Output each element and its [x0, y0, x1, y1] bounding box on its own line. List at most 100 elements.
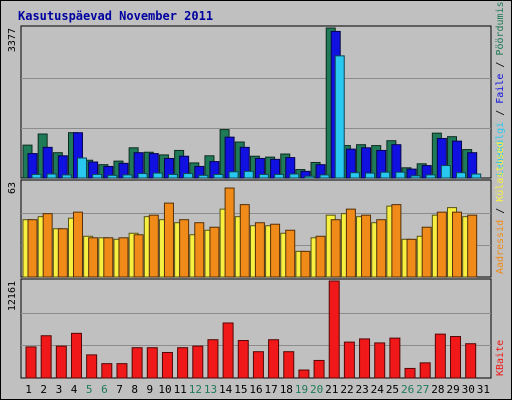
bar-top-Lehekülgi-9: [152, 172, 163, 179]
bar-top-Lehekülgi-18: [289, 173, 300, 179]
bar-middle-Aadressid-28: [436, 211, 447, 278]
bar-bottom-KBaite-2: [40, 335, 52, 379]
bar-top-Lehekülgi-14: [228, 171, 239, 179]
x-tick-label-1: 1: [25, 383, 32, 396]
bar-bottom-KBaite-5: [86, 354, 98, 379]
legend-entry-Külastused: Külastused: [495, 142, 506, 202]
x-tick-label-5: 5: [86, 383, 93, 396]
bar-bottom-KBaite-21: [328, 280, 340, 379]
x-tick-label-27: 27: [416, 383, 429, 396]
bar-bottom-KBaite-20: [313, 359, 325, 379]
legend-middle: Aadressid / Külastused: [495, 142, 506, 274]
bar-top-Lehekülgi-4: [76, 157, 87, 179]
x-tick-label-7: 7: [116, 383, 123, 396]
bar-bottom-KBaite-10: [161, 351, 173, 379]
bar-top-Lehekülgi-17: [274, 173, 285, 179]
bar-bottom-KBaite-16: [252, 351, 264, 379]
bar-bottom-KBaite-29: [450, 336, 462, 379]
bar-middle-Aadressid-2: [42, 213, 53, 278]
x-tick-label-13: 13: [204, 383, 217, 396]
bar-middle-Aadressid-27: [421, 226, 432, 278]
bar-top-Lehekülgi-24: [380, 171, 391, 179]
bar-middle-Aadressid-3: [57, 228, 68, 278]
bar-middle-Aadressid-18: [285, 229, 296, 278]
bar-middle-Aadressid-17: [270, 223, 281, 278]
bar-top-Lehekülgi-29: [456, 172, 467, 179]
bar-top-Lehekülgi-26: [410, 175, 421, 179]
bar-bottom-KBaite-12: [192, 345, 204, 379]
x-tick-label-29: 29: [446, 383, 459, 396]
bar-middle-Aadressid-4: [72, 211, 83, 278]
bar-middle-Aadressid-25: [391, 204, 402, 278]
bar-top-Lehekülgi-16: [258, 173, 269, 179]
bar-middle-Aadressid-16: [254, 222, 265, 278]
bar-top-Lehekülgi-30: [471, 173, 482, 179]
bar-top-Lehekülgi-27: [425, 174, 436, 179]
bar-top-Faile-2: [42, 146, 53, 179]
x-tick-label-4: 4: [71, 383, 78, 396]
bar-middle-Aadressid-6: [103, 237, 114, 278]
bar-bottom-KBaite-27: [419, 362, 431, 379]
bar-middle-Aadressid-23: [361, 214, 372, 278]
bar-top-Lehekülgi-28: [440, 165, 451, 179]
bar-bottom-KBaite-19: [298, 369, 310, 379]
x-tick-label-3: 3: [56, 383, 63, 396]
bar-top-Lehekülgi-6: [107, 174, 118, 179]
x-tick-label-22: 22: [340, 383, 353, 396]
x-tick-label-12: 12: [189, 383, 202, 396]
bar-bottom-KBaite-17: [268, 339, 280, 379]
bar-top-Lehekülgi-21: [334, 55, 345, 179]
bar-middle-Aadressid-22: [345, 208, 356, 278]
x-tick-label-24: 24: [371, 383, 385, 396]
legend-top: Lehekülgi / Faile / Pöördumisi: [495, 0, 506, 176]
bar-middle-Aadressid-1: [27, 219, 38, 278]
bar-top-Lehekülgi-3: [61, 174, 72, 179]
bar-bottom-KBaite-28: [434, 333, 446, 379]
x-tick-label-18: 18: [280, 383, 293, 396]
bar-middle-Aadressid-30: [467, 214, 478, 278]
bar-top-Lehekülgi-12: [198, 174, 209, 179]
bar-top-Lehekülgi-8: [137, 173, 148, 179]
bar-bottom-KBaite-8: [131, 347, 143, 379]
bar-middle-Aadressid-21: [330, 219, 341, 278]
legend-entry-Aadressid: Aadressid: [495, 220, 506, 274]
x-tick-label-15: 15: [234, 383, 247, 396]
x-tick-label-31: 31: [477, 383, 490, 396]
legend-entry-Pöördumisi: Pöördumisi: [495, 0, 506, 56]
x-tick-label-19: 19: [295, 383, 308, 396]
x-tick-label-14: 14: [219, 383, 233, 396]
bar-bottom-KBaite-1: [25, 346, 37, 379]
bar-bottom-KBaite-13: [207, 339, 219, 379]
x-tick-label-25: 25: [386, 383, 399, 396]
y-max-label-bottom: 12161: [7, 281, 18, 311]
x-tick-label-11: 11: [174, 383, 187, 396]
bar-bottom-KBaite-25: [389, 337, 401, 379]
bar-top-Lehekülgi-5: [92, 173, 103, 179]
bar-top-Lehekülgi-10: [167, 173, 178, 179]
bar-middle-Aadressid-5: [88, 237, 99, 278]
bar-top-Lehekülgi-1: [31, 173, 42, 179]
bar-bottom-KBaite-9: [146, 347, 158, 379]
bar-bottom-KBaite-24: [374, 342, 386, 379]
bar-middle-Aadressid-29: [452, 211, 463, 278]
bar-bottom-KBaite-18: [283, 351, 295, 379]
x-tick-label-8: 8: [131, 383, 138, 396]
legend-entry-Faile: Faile: [495, 74, 506, 104]
legend-entry-Lehekülgi: Lehekülgi: [495, 122, 506, 176]
bar-middle-Aadressid-11: [179, 219, 190, 278]
bar-bottom-KBaite-30: [465, 343, 477, 379]
bar-bottom-KBaite-4: [70, 332, 82, 379]
bar-top-Lehekülgi-20: [319, 174, 330, 179]
bar-top-Lehekülgi-19: [304, 175, 315, 179]
x-tick-label-6: 6: [101, 383, 108, 396]
bar-middle-Aadressid-14: [224, 187, 235, 278]
bar-top-Lehekülgi-7: [122, 174, 133, 179]
bar-bottom-KBaite-3: [55, 345, 67, 379]
bar-middle-Aadressid-19: [300, 250, 311, 278]
bar-bottom-KBaite-23: [359, 338, 371, 379]
bar-top-Lehekülgi-15: [243, 170, 254, 179]
bar-middle-Aadressid-13: [209, 226, 220, 278]
x-tick-label-23: 23: [356, 383, 369, 396]
